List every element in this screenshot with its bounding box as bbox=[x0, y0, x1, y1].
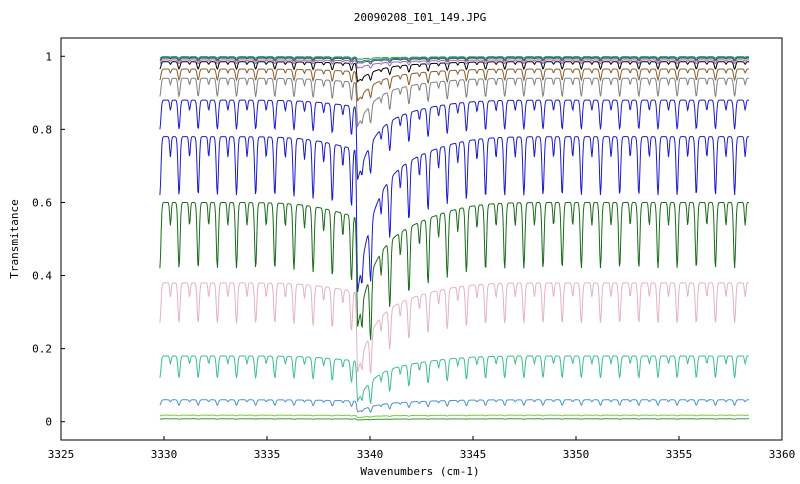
series-line-15 bbox=[159, 418, 750, 421]
series-line-9 bbox=[159, 136, 750, 293]
series-line-6 bbox=[159, 68, 750, 102]
x-tick-label: 3350 bbox=[563, 448, 590, 461]
series-line-10 bbox=[159, 201, 750, 341]
y-tick-label: 1 bbox=[45, 50, 52, 63]
series-line-14 bbox=[159, 414, 750, 419]
y-tick-label: 0.8 bbox=[32, 123, 52, 136]
chart-title: 20090208_I01_149.JPG bbox=[354, 11, 486, 24]
x-tick-label: 3345 bbox=[460, 448, 487, 461]
series-line-1 bbox=[159, 56, 750, 61]
series-line-3 bbox=[159, 57, 750, 65]
x-tick-label: 3355 bbox=[666, 448, 693, 461]
plot-layer bbox=[159, 56, 750, 421]
x-tick-label: 3325 bbox=[48, 448, 75, 461]
plot-frame bbox=[60, 37, 783, 441]
x-axis-label: Wavenumbers (cm-1) bbox=[360, 465, 479, 478]
y-axis-ticks: 0 0.2 0.4 0.6 0.8 1 bbox=[32, 50, 65, 429]
x-axis-ticks: 3325 3330 3335 3340 3345 3350 3355 3360 bbox=[48, 436, 796, 461]
x-tick-label: 3335 bbox=[254, 448, 281, 461]
y-tick-label: 0 bbox=[45, 416, 52, 429]
series-line-11 bbox=[159, 282, 750, 374]
series-line-5 bbox=[159, 61, 750, 83]
y-tick-label: 0.2 bbox=[32, 343, 52, 356]
series-line-2 bbox=[159, 56, 750, 63]
x-tick-label: 3330 bbox=[151, 448, 178, 461]
series-line-4 bbox=[159, 59, 750, 69]
x-tick-label: 3340 bbox=[357, 448, 384, 461]
y-axis-label: Transmitance bbox=[8, 199, 21, 278]
series-line-8 bbox=[159, 99, 750, 180]
series-line-12 bbox=[159, 355, 750, 404]
y-tick-label: 0.4 bbox=[32, 270, 52, 283]
y-tick-label: 0.6 bbox=[32, 196, 52, 209]
x-tick-label: 3360 bbox=[769, 448, 796, 461]
series-line-7 bbox=[159, 77, 750, 128]
series-line-13 bbox=[159, 399, 750, 414]
